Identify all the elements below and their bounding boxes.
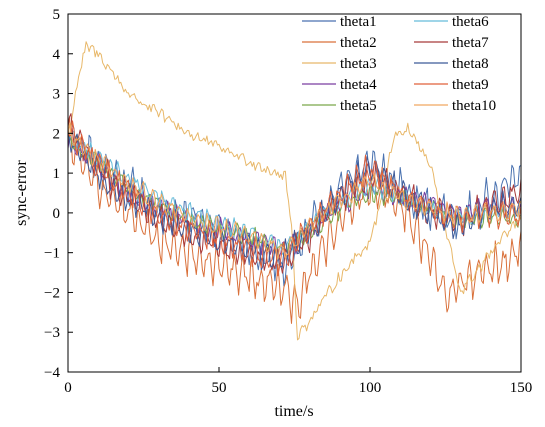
- legend-label-theta7: theta7: [452, 35, 489, 51]
- x-tick-label: 0: [64, 380, 72, 396]
- legend-label-theta5: theta5: [340, 98, 377, 114]
- series-line-theta3: [68, 41, 521, 341]
- series-line-theta8: [68, 127, 521, 271]
- plot-frame: [67, 13, 522, 373]
- legend-label-theta9: theta9: [452, 77, 489, 93]
- legend-label-theta8: theta8: [452, 56, 489, 72]
- ticks-layer: 0 50 100 150 −4 −3 −2 −1 0 1 2 3 4 5: [44, 7, 532, 396]
- legend-label-theta2: theta2: [340, 35, 377, 51]
- series-line-theta7: [68, 113, 521, 274]
- y-tick-label: −3: [44, 325, 60, 341]
- y-tick-label: 1: [53, 166, 61, 182]
- y-tick-label: −1: [44, 246, 60, 262]
- y-tick-label: −4: [44, 365, 60, 381]
- y-tick-label: 2: [53, 126, 61, 142]
- series-layer: [68, 41, 521, 341]
- y-tick-label: 4: [53, 47, 61, 63]
- x-tick-label: 50: [212, 380, 227, 396]
- y-tick-label: 5: [53, 7, 61, 23]
- x-tick-label: 150: [510, 380, 533, 396]
- legend-label-theta10: theta10: [452, 98, 496, 114]
- y-tick-label: −2: [44, 285, 60, 301]
- legend-label-theta6: theta6: [452, 14, 489, 30]
- y-tick-label: 0: [53, 206, 61, 222]
- series-line-theta9: [68, 120, 521, 277]
- y-axis-label: sync-error: [13, 159, 30, 225]
- series-line-theta10: [68, 123, 521, 260]
- legend: theta1 theta2 theta3 theta4 theta5 theta6 thet…: [302, 14, 496, 114]
- x-axis-label: time/s: [274, 403, 313, 420]
- x-tick-label: 100: [359, 380, 382, 396]
- legend-label-theta1: theta1: [340, 14, 377, 30]
- legend-label-theta3: theta3: [340, 56, 377, 72]
- y-tick-label: 3: [53, 87, 61, 103]
- legend-label-theta4: theta4: [340, 77, 377, 93]
